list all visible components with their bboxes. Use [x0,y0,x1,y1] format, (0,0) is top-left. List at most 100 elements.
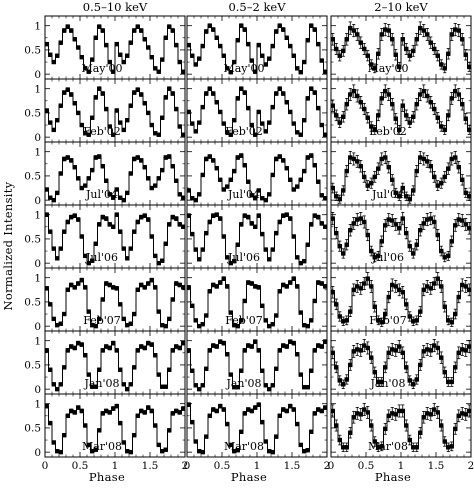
panel: Feb'07 [186,267,328,332]
data-point [312,163,317,168]
data-point [270,43,275,49]
data-point [118,195,123,200]
panel: Jul'06 [44,204,186,269]
data-point [312,90,317,95]
data-point [135,219,140,225]
data-point [186,402,191,407]
data-point [288,216,293,221]
data-point [270,383,275,388]
data-point [163,155,168,160]
data-point [323,196,328,201]
data-point [170,214,175,220]
data-point [330,216,335,221]
data-point [62,28,67,33]
data-point [69,158,74,163]
data-point [114,212,119,217]
data-point [291,234,296,239]
data-point [181,132,186,137]
data-point [256,402,261,407]
data-point [305,323,310,329]
column-title: 2–10 keV [374,0,428,14]
data-point [225,352,230,357]
data-point [260,196,265,201]
data-point [235,96,240,101]
data-point [135,87,140,92]
data-point [365,232,370,238]
data-point [372,174,377,180]
data-point [125,117,130,123]
data-point [100,297,105,302]
data-point [246,179,251,184]
data-point [51,59,56,65]
data-point [355,93,360,99]
data-point [121,440,126,445]
data-point [214,100,219,105]
data-point [239,23,244,28]
panel: Feb'02 [186,78,328,143]
data-point [139,344,144,349]
data-point [284,100,289,105]
data-point [118,52,123,57]
data-point [160,448,165,454]
data-point [467,344,472,349]
data-point [58,40,63,45]
panel: Jul'06 [186,204,328,269]
data-point [463,190,468,196]
data-point [135,24,140,29]
data-point [225,421,230,427]
x-axis-title: Phase [89,470,125,484]
data-point [446,379,451,385]
data-point [225,66,230,71]
data-point [414,445,419,450]
data-point [397,64,402,70]
data-point [76,340,81,346]
data-point [369,355,374,360]
data-point [153,353,158,358]
data-point [204,91,209,96]
data-point [218,280,223,285]
data-point [125,386,130,392]
data-point [86,372,91,377]
data-point [83,183,88,188]
data-point [128,321,133,326]
data-point [107,222,112,227]
data-point [139,158,144,163]
data-point [200,322,205,327]
data-point [446,51,451,56]
data-point [456,413,461,419]
data-point [181,340,186,346]
data-point [334,423,339,428]
data-point [79,185,84,191]
data-point [421,287,426,293]
data-point [323,284,328,289]
data-point [393,222,398,227]
data-point [149,122,154,128]
data-point [149,277,154,283]
data-point [249,122,254,128]
data-point [298,177,303,182]
data-point [460,37,465,42]
data-point [107,124,112,129]
data-point [372,439,377,444]
data-point [153,285,158,290]
data-point [246,214,251,220]
data-point [128,382,133,387]
data-point [411,48,416,54]
data-point [449,320,454,325]
data-point [397,344,402,349]
data-point [397,226,402,231]
data-point [305,448,310,453]
data-point [132,90,137,95]
data-point [51,197,56,203]
data-point [181,195,186,200]
data-point [425,284,430,289]
data-point [298,260,303,266]
data-point [277,154,282,159]
data-point [295,421,300,427]
data-point [218,403,223,409]
data-point [197,257,202,262]
data-point [407,314,412,319]
data-point [309,368,314,373]
data-point [467,287,472,293]
panel: May'00 [44,15,186,80]
